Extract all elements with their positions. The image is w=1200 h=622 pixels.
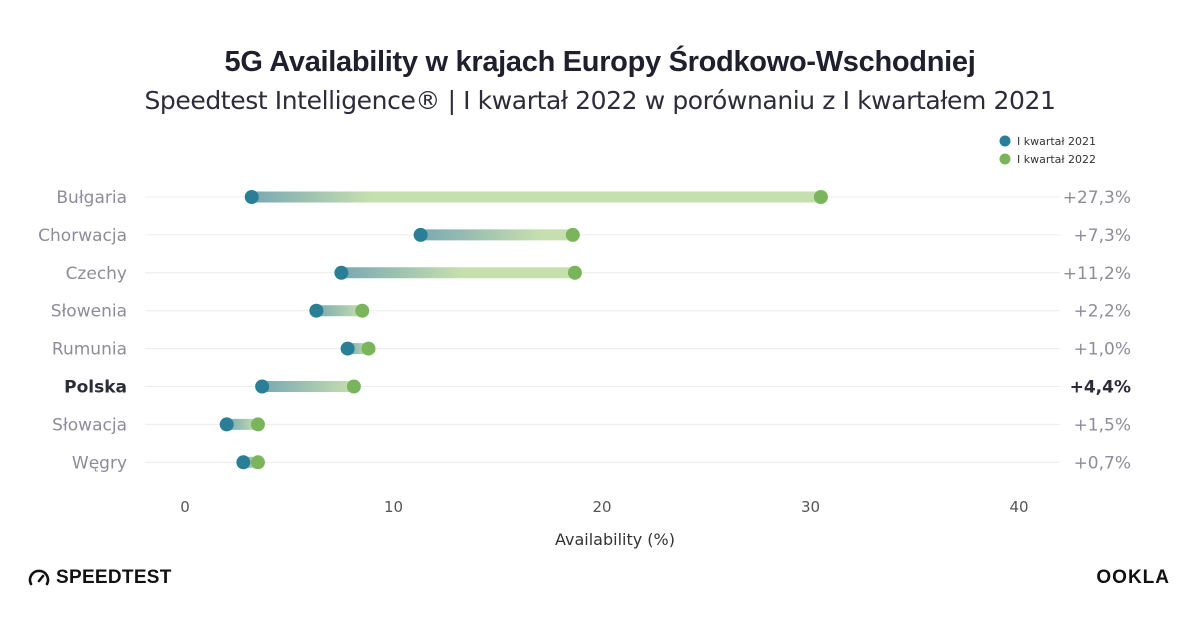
dot-2021	[236, 455, 251, 470]
speedometer-icon	[28, 569, 50, 586]
dot-2021	[334, 265, 349, 280]
dot-2022	[813, 190, 828, 204]
change-label: +11,2%	[1063, 264, 1131, 284]
legend-marker	[999, 135, 1011, 147]
dot-2022	[565, 227, 580, 242]
legend-label: I kwartał 2022	[1017, 153, 1096, 166]
change-label: +0,7%	[1074, 453, 1131, 473]
dot-2022	[250, 417, 265, 432]
x-axis-label: Availability (%)	[555, 530, 675, 549]
category-label: Chorwacja	[38, 226, 127, 246]
grid-lines	[145, 196, 1060, 463]
dot-2021	[340, 341, 355, 356]
change-labels: +27,3% +7,3% +11,2% +2,2% +1,0% +4,4% +1,5% +0,…	[1063, 188, 1131, 473]
category-label: Bułgaria	[56, 188, 127, 208]
dot-2021	[219, 417, 234, 432]
category-label: Czechy	[66, 264, 127, 284]
chart-subtitle: Speedtest Intelligence® | I kwartał 2022…	[144, 86, 1056, 115]
change-label: +27,3%	[1063, 188, 1131, 208]
legend-marker	[999, 153, 1011, 165]
category-label: Słowacja	[52, 415, 127, 435]
category-labels: Bułgaria Chorwacja Czechy Słowenia Rumunia Po…	[38, 188, 127, 473]
category-label: Rumunia	[52, 340, 127, 360]
legend: I kwartał 2021 I kwartał 2022	[999, 135, 1096, 166]
dot-2021	[244, 190, 259, 204]
dot-2022	[567, 265, 582, 280]
category-label: Węgry	[72, 453, 127, 473]
change-label: +4,4%	[1070, 378, 1131, 398]
dot-2022	[346, 379, 361, 394]
change-label: +1,5%	[1074, 415, 1131, 435]
x-axis: 0 10 20 30 40 Availability (%)	[180, 498, 1028, 549]
speedtest-logo-text: SPEEDTEST	[56, 567, 172, 588]
x-tick-label: 30	[801, 498, 820, 516]
dot-2021	[413, 227, 428, 242]
dumbbell-dots	[219, 190, 828, 470]
category-label: Polska	[64, 378, 127, 398]
x-tick-label: 20	[592, 498, 611, 516]
change-label: +1,0%	[1074, 340, 1131, 360]
dumbbell-bars	[226, 191, 821, 468]
dot-2022	[355, 303, 370, 318]
change-label: +2,2%	[1074, 302, 1131, 322]
legend-label: I kwartał 2021	[1017, 135, 1096, 148]
x-tick-label: 40	[1009, 498, 1028, 516]
category-label: Słowenia	[51, 302, 127, 322]
dot-2022	[361, 341, 376, 356]
dot-2021	[255, 379, 270, 394]
chart-title: 5G Availability w krajach Europy Środkow…	[224, 46, 976, 78]
x-tick-label: 10	[384, 498, 403, 516]
dot-2021	[309, 303, 324, 318]
ookla-logo: OOKLA	[1096, 567, 1170, 588]
dot-2022	[250, 455, 265, 470]
speedtest-logo: SPEEDTEST	[28, 567, 172, 589]
change-label: +7,3%	[1074, 226, 1131, 246]
x-tick-label: 0	[180, 498, 190, 516]
